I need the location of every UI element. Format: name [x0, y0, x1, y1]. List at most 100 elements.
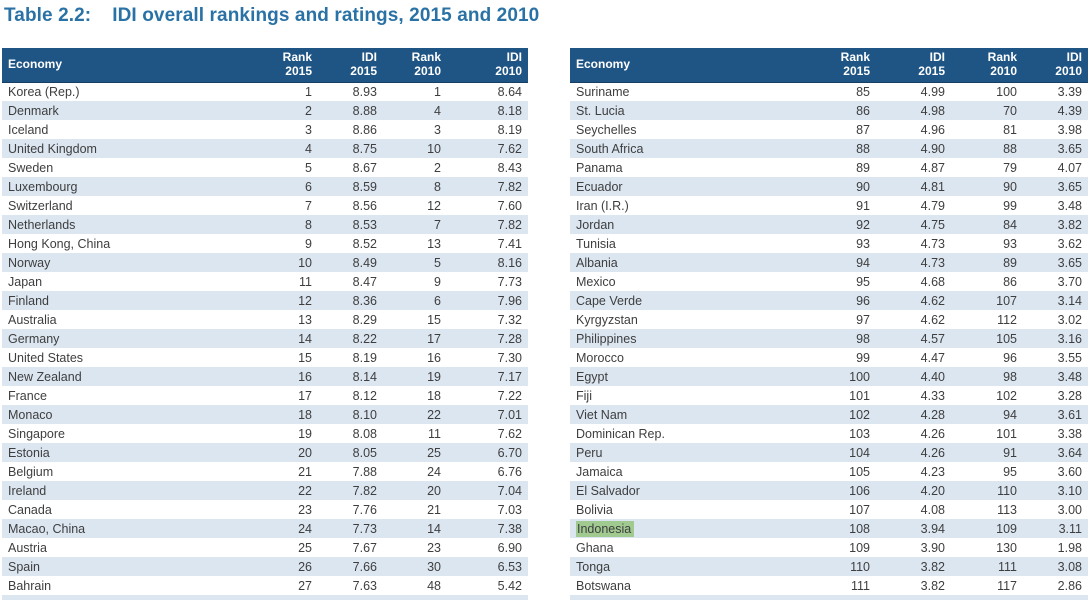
economy-cell: Tunisia [576, 236, 616, 251]
header-row: Economy Rank 2015 IDI 2015 Rank 2010 IDI 2010 [2, 48, 528, 83]
rank-2015-cell: 17 [298, 388, 312, 403]
idi-2015-cell: 8.88 [318, 101, 383, 121]
idi-2015-cell: 4.40 [876, 367, 951, 387]
table-row: Ecuador 90 4.81 90 3.65 [570, 177, 1088, 197]
table-row: Sweden 5 8.67 2 8.43 [2, 158, 528, 177]
rank-2010-cell: 93 [1003, 236, 1017, 251]
table-row: Fiji 101 4.33 102 3.28 [570, 386, 1088, 405]
idi-2010-cell: 8.43 [497, 160, 522, 175]
idi-2015-cell: 8.47 [352, 274, 377, 289]
idi-2010-cell: 8.19 [497, 122, 522, 137]
economy-cell: Mexico [576, 274, 616, 289]
rank-2015-cell: 105 [849, 464, 870, 479]
rank-2015-cell: 6 [242, 177, 318, 197]
idi-2010-cell: 3.00 [1057, 502, 1082, 517]
economy-cell: Ireland [2, 481, 242, 501]
column-header-economy: Economy [570, 48, 800, 83]
table-row: Canada 23 7.76 21 7.03 [2, 500, 528, 519]
table-row: Botswana 111 3.82 117 2.86 [570, 576, 1088, 595]
table-row: El Salvador 106 4.20 110 3.10 [570, 481, 1088, 501]
rank-2010-cell: 110 [951, 481, 1023, 501]
rank-2010-cell: 10 [383, 139, 447, 159]
table-row: Estonia 20 8.05 25 6.70 [2, 443, 528, 463]
economy-cell: United Kingdom [2, 139, 242, 159]
empty-cell [318, 595, 383, 600]
idi-2010-cell: 5.42 [497, 578, 522, 593]
rank-2010-cell: 8 [383, 177, 447, 197]
economy-cell: Switzerland [8, 198, 73, 213]
rank-2010-cell: 117 [997, 578, 1017, 593]
column-header-idi-2010: IDI 2010 [447, 48, 528, 83]
rank-2015-cell: 18 [242, 405, 318, 425]
rank-2015-cell: 4 [242, 139, 318, 159]
economy-cell: Spain [2, 557, 242, 577]
rank-2010-cell: 15 [427, 312, 441, 327]
table-row: Norway 10 8.49 5 8.16 [2, 253, 528, 273]
rank-2015-cell: 19 [298, 426, 312, 441]
rank-2015-cell: 1 [305, 85, 312, 100]
table-row: Iceland 3 8.86 3 8.19 [2, 120, 528, 139]
idi-table-left: Economy Rank 2015 IDI 2015 Rank 2010 IDI 2010 Ko… [2, 48, 528, 600]
column-header-line: IDI [929, 50, 945, 64]
rank-2010-cell: 4 [383, 101, 447, 121]
rank-2015-cell: 15 [298, 350, 312, 365]
idi-2015-cell: 4.26 [876, 443, 951, 463]
column-header-rank-2010: Rank 2010 [383, 48, 447, 83]
table-row: France 17 8.12 18 7.22 [2, 386, 528, 405]
rank-2010-cell: 109 [951, 519, 1023, 539]
rank-2015-cell: 108 [800, 519, 876, 539]
table-row: Bahrain 27 7.63 48 5.42 [2, 576, 528, 595]
rank-2010-cell: 6 [383, 291, 447, 311]
table-row: Finland 12 8.36 6 7.96 [2, 291, 528, 311]
idi-2015-cell: 8.49 [318, 253, 383, 273]
idi-2010-cell: 6.90 [497, 540, 522, 555]
table-row: Cape Verde 96 4.62 107 3.14 [570, 291, 1088, 311]
rank-2015-cell: 21 [298, 464, 312, 479]
rank-2015-cell: 91 [856, 198, 870, 213]
idi-2010-cell: 6.53 [447, 557, 528, 577]
table-row: Indonesia 108 3.94 109 3.11 [570, 519, 1088, 539]
economy-cell: St. Lucia [570, 101, 800, 121]
idi-2015-cell: 8.19 [352, 350, 377, 365]
idi-2010-cell: 3.98 [1057, 122, 1082, 137]
table-row: Singapore 19 8.08 11 7.62 [2, 424, 528, 443]
table-row: Belgium 21 7.88 24 6.76 [2, 462, 528, 481]
rank-2015-cell: 106 [800, 481, 876, 501]
rank-2010-cell: 81 [1003, 122, 1017, 137]
idi-2015-cell: 8.86 [352, 122, 377, 137]
rank-2010-cell: 5 [383, 253, 447, 273]
idi-2010-cell: 4.39 [1023, 101, 1088, 121]
rank-2010-cell: 91 [951, 443, 1023, 463]
economy-cell: France [8, 388, 47, 403]
economy-cell: Seychelles [576, 122, 637, 137]
economy-cell: Canada [8, 502, 52, 517]
economy-cell: Singapore [8, 426, 65, 441]
empty-cell [447, 595, 528, 600]
idi-2015-cell: 8.75 [318, 139, 383, 159]
idi-2010-cell: 3.60 [1057, 464, 1082, 479]
rank-2015-cell: 8 [242, 215, 318, 235]
idi-2010-cell: 3.48 [1023, 367, 1088, 387]
idi-2015-cell: 7.63 [352, 578, 377, 593]
rank-2010-cell: 100 [996, 85, 1017, 100]
economy-cell: Germany [2, 329, 242, 349]
economy-cell: United States [8, 350, 84, 365]
economy-cell: Jordan [570, 215, 800, 235]
table-header: Economy Rank 2015 IDI 2015 Rank 2010 IDI 2010 [2, 48, 528, 83]
rank-2010-cell: 22 [383, 405, 447, 425]
rank-2010-cell: 95 [1003, 464, 1017, 479]
rank-2015-cell: 101 [849, 388, 870, 403]
column-header-line: IDI [1066, 50, 1082, 64]
rank-2015-cell: 94 [800, 253, 876, 273]
idi-table-left-container: Economy Rank 2015 IDI 2015 Rank 2010 IDI 2010 Ko… [2, 48, 528, 600]
idi-2015-cell: 8.29 [352, 312, 377, 327]
idi-2010-cell: 7.96 [447, 291, 528, 311]
empty-cell [383, 595, 447, 600]
economy-cell: Sweden [8, 160, 54, 175]
column-header-line: IDI [361, 50, 377, 64]
idi-2010-cell: 8.64 [497, 85, 522, 100]
rank-2015-cell: 10 [242, 253, 318, 273]
column-header-rank-2015: Rank 2015 [242, 48, 318, 83]
economy-cell: Morocco [576, 350, 624, 365]
rank-2010-cell: 84 [951, 215, 1023, 235]
